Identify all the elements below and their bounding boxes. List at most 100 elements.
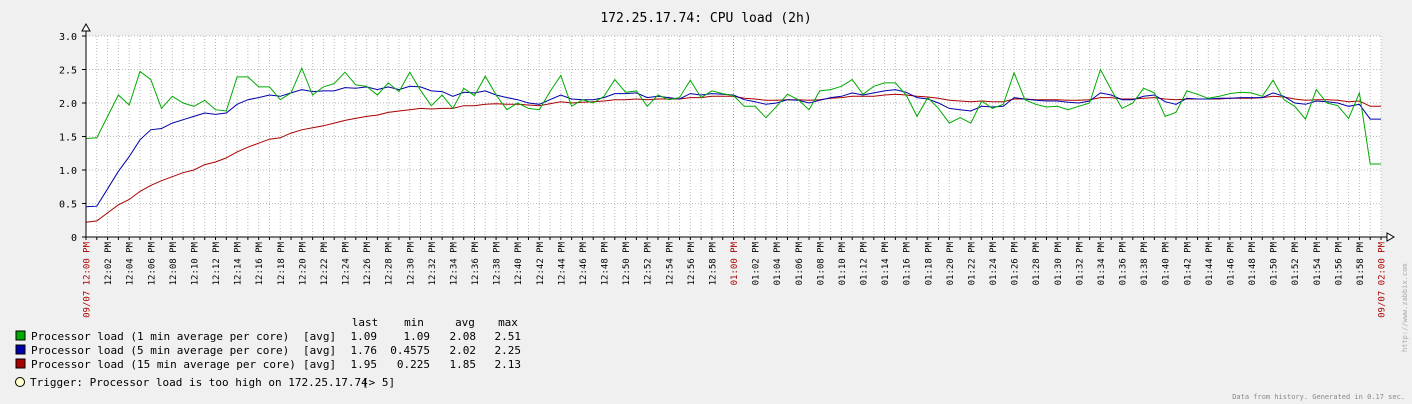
x-tick-label: 12:34 PM — [449, 241, 459, 285]
x-tick-label: 01:48 PM — [1248, 241, 1258, 285]
legend-label: Processor load (5 min average per core) — [31, 344, 289, 357]
legend: last min avg max Processor load (1 min a… — [15, 316, 522, 389]
legend-min: 1.09 — [404, 330, 431, 343]
x-tick-label: 01:38 PM — [1140, 241, 1150, 285]
x-tick-label: 01:50 PM — [1270, 241, 1280, 285]
legend-swatch — [15, 344, 26, 355]
trigger-row: Trigger: Processor load is too high on 1… — [15, 376, 395, 389]
x-tick-label: 01:18 PM — [924, 241, 934, 285]
y-axis-arrow-icon — [81, 22, 91, 32]
x-tick-label: 01:52 PM — [1291, 241, 1301, 285]
legend-header-last: last — [352, 316, 379, 329]
zabbix-watermark: http://www.zabbix.com — [1401, 263, 1409, 352]
legend-row: Processor load (15 min average per core)… — [15, 358, 522, 371]
x-start-label: 09/07 12:00 PM — [83, 241, 93, 317]
x-tick-label: 01:42 PM — [1183, 241, 1193, 285]
generation-footer: Data from history. Generated in 0.17 sec… — [1232, 393, 1405, 401]
x-tick-label: 12:50 PM — [622, 241, 632, 285]
x-tick-label: 12:08 PM — [169, 241, 179, 285]
x-tick-label: 12:24 PM — [342, 241, 352, 285]
x-tick-label: 12:38 PM — [493, 241, 503, 285]
legend-avg: 1.85 — [450, 358, 477, 371]
x-tick-label: 01:22 PM — [967, 241, 977, 285]
x-tick-label: 12:36 PM — [471, 241, 481, 285]
x-tick-label: 12:02 PM — [104, 241, 114, 285]
x-axis-arrow-icon — [1386, 232, 1396, 242]
chart-title: 172.25.17.74: CPU load (2h) — [600, 11, 811, 26]
x-tick-label: 12:58 PM — [708, 241, 718, 285]
legend-label: Processor load (1 min average per core) — [31, 330, 289, 343]
y-tick-label: 3.0 — [59, 32, 77, 43]
series-line — [85, 85, 1381, 208]
x-tick-label: 12:40 PM — [514, 241, 524, 285]
legend-header-avg: avg — [455, 316, 475, 329]
x-tick-label: 12:20 PM — [298, 241, 308, 285]
legend-avg: 2.02 — [450, 344, 477, 357]
x-tick-label: 01:34 PM — [1097, 241, 1107, 285]
x-tick-label: 12:14 PM — [234, 241, 244, 285]
trigger-label: Trigger: Processor load is too high on 1… — [30, 376, 368, 389]
legend-max: 2.25 — [495, 344, 522, 357]
x-tick-label: 01:06 PM — [795, 241, 805, 285]
axes — [81, 22, 1396, 242]
x-tick-label: 01:08 PM — [816, 241, 826, 285]
legend-func: [avg] — [303, 358, 336, 371]
x-tick-label: 12:22 PM — [320, 241, 330, 285]
x-tick-label: 12:28 PM — [385, 241, 395, 285]
legend-max: 2.13 — [495, 358, 522, 371]
x-tick-label: 01:12 PM — [860, 241, 870, 285]
x-tick-label: 01:26 PM — [1011, 241, 1021, 285]
legend-max: 2.51 — [495, 330, 522, 343]
x-tick-label: 12:10 PM — [190, 241, 200, 285]
x-tick-label: 01:24 PM — [989, 241, 999, 285]
x-tick-label: 01:54 PM — [1313, 241, 1323, 285]
trigger-indicator-icon — [15, 377, 25, 387]
legend-swatch — [15, 330, 26, 341]
x-tick-label: 01:16 PM — [903, 241, 913, 285]
y-tick-label: 2.0 — [59, 99, 77, 110]
legend-func: [avg] — [303, 344, 336, 357]
x-tick-label: 12:04 PM — [126, 241, 136, 285]
x-tick-label: 01:36 PM — [1119, 241, 1129, 285]
y-tick-label: 2.5 — [59, 66, 77, 77]
y-tick-label: 0 — [71, 233, 77, 244]
y-axis-labels: 3.0 2.5 2.0 1.5 1.0 0.5 0 — [59, 32, 77, 244]
x-tick-label: 12:42 PM — [536, 241, 546, 285]
x-tick-label: 01:28 PM — [1032, 241, 1042, 285]
x-tick-label: 01:02 PM — [752, 241, 762, 285]
y-tick-label: 1.0 — [59, 166, 77, 177]
x-tick-label: 01:46 PM — [1226, 241, 1236, 285]
x-tick-label: 12:18 PM — [277, 241, 287, 285]
legend-min: 0.225 — [397, 358, 430, 371]
x-tick-label: 01:20 PM — [946, 241, 956, 285]
x-hour-label: 01:00 PM — [730, 241, 740, 285]
x-end-label: 09/07 02:00 PM — [1378, 241, 1388, 317]
x-tick-label: 12:46 PM — [579, 241, 589, 285]
x-tick-label: 12:12 PM — [212, 241, 222, 285]
x-tick-label: 01:56 PM — [1334, 241, 1344, 285]
x-tick-label: 12:16 PM — [255, 241, 265, 285]
x-tick-label: 01:32 PM — [1075, 241, 1085, 285]
legend-last: 1.09 — [351, 330, 378, 343]
trigger-threshold: [> 5] — [362, 376, 395, 389]
x-tick-label: 12:26 PM — [363, 241, 373, 285]
y-tick-label: 1.5 — [59, 133, 77, 144]
x-tick-label: 01:30 PM — [1054, 241, 1064, 285]
legend-header-min: min — [404, 316, 424, 329]
x-tick-label: 01:40 PM — [1162, 241, 1172, 285]
x-tick-label: 12:48 PM — [601, 241, 611, 285]
series-layer — [85, 66, 1381, 223]
x-tick-label: 01:04 PM — [773, 241, 783, 285]
x-tick-label: 12:56 PM — [687, 241, 697, 285]
legend-swatch — [15, 358, 26, 369]
x-tick-label: 12:32 PM — [428, 241, 438, 285]
x-tick-label: 01:10 PM — [838, 241, 848, 285]
x-tick-label: 01:44 PM — [1205, 241, 1215, 285]
legend-label: Processor load (15 min average per core) — [31, 358, 296, 371]
x-tick-label: 12:44 PM — [557, 241, 567, 285]
legend-row: Processor load (5 min average per core) … — [15, 344, 522, 357]
x-tick-label: 01:14 PM — [881, 241, 891, 285]
legend-min: 0.4575 — [390, 344, 430, 357]
legend-last: 1.95 — [351, 358, 378, 371]
